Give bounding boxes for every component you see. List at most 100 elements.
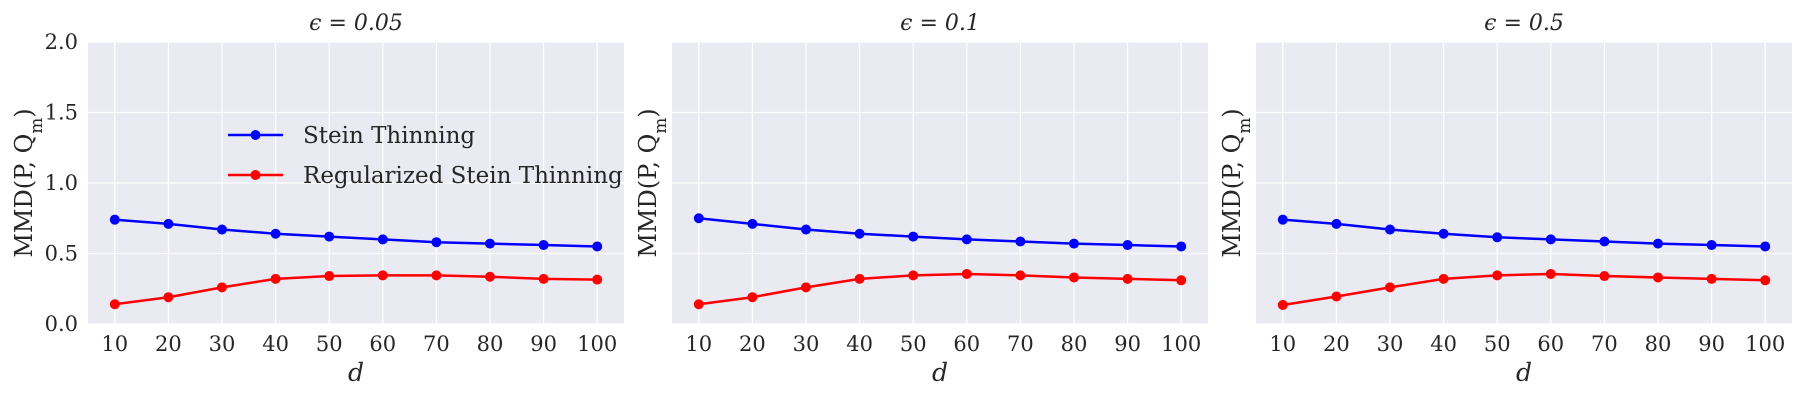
data-point — [1492, 270, 1503, 281]
data-point — [270, 273, 281, 284]
data-point — [1760, 275, 1771, 286]
panel-3: 10 20 30 40 50 60 70 80 90 100 ϵ = 0.5 d MMD(P, Qm) — [1218, 11, 1792, 387]
data-point — [1545, 234, 1556, 245]
data-point — [747, 218, 758, 229]
data-point — [485, 271, 495, 282]
legend-marker — [250, 130, 261, 140]
x-axis-label: d — [932, 358, 948, 387]
x-tick-label: 10 — [101, 332, 128, 356]
x-tick-label: 90 — [1698, 332, 1725, 356]
data-point — [1331, 218, 1342, 229]
data-point — [1492, 232, 1503, 243]
x-tick-label: 40 — [846, 332, 873, 356]
data-point — [908, 270, 919, 281]
data-point — [854, 228, 865, 239]
data-point — [693, 213, 704, 224]
series-stein-thinning — [1277, 214, 1771, 252]
x-tick-label: 80 — [1061, 332, 1088, 356]
data-point — [324, 231, 335, 242]
data-point — [1015, 236, 1026, 247]
y-tick-label: 1.0 — [45, 171, 78, 195]
data-point — [961, 268, 972, 279]
data-point — [854, 273, 865, 284]
y-axis-label: MMD(P, Qm) — [1218, 108, 1254, 257]
data-point — [801, 282, 811, 293]
data-point — [747, 292, 758, 303]
series-line — [114, 274, 598, 306]
series-regularized-stein-thinning — [109, 270, 603, 310]
x-axis-label: d — [1516, 358, 1532, 387]
data-point — [377, 234, 388, 245]
data-point — [1438, 228, 1449, 239]
x-tick-label: 30 — [793, 332, 820, 356]
data-point — [1331, 291, 1342, 302]
data-point — [961, 234, 972, 245]
x-tick-label: 100 — [1745, 332, 1785, 356]
panel-title: ϵ = 0.05 — [309, 11, 403, 36]
series-stein-thinning — [109, 214, 603, 252]
data-point — [324, 271, 335, 282]
data-point — [163, 218, 174, 229]
x-tick-label: 40 — [262, 332, 289, 356]
x-tick-label: 10 — [1269, 332, 1296, 356]
data-point — [270, 228, 281, 239]
data-point — [1599, 271, 1610, 282]
data-point — [1122, 273, 1133, 284]
x-tick-label: 70 — [423, 332, 450, 356]
y-axis-label: MMD(P, Qm) — [634, 108, 670, 257]
data-point — [217, 282, 227, 293]
data-point — [1545, 268, 1556, 279]
data-point — [1069, 238, 1079, 249]
x-tick-label: 70 — [1591, 332, 1618, 356]
x-tick-label: 50 — [900, 332, 927, 356]
series-line — [698, 217, 1182, 248]
data-point — [1385, 282, 1395, 293]
data-point — [1385, 224, 1395, 235]
legend-label: Stein Thinning — [303, 123, 475, 149]
x-tick-label: 80 — [477, 332, 504, 356]
x-tick-label: 60 — [369, 332, 396, 356]
x-tick-label: 90 — [530, 332, 557, 356]
panel-2: 10 20 30 40 50 60 70 80 90 100 ϵ = 0.1 d MMD(P, Qm) — [634, 11, 1208, 387]
data-point — [1706, 273, 1717, 284]
x-tick-label: 70 — [1007, 332, 1034, 356]
data-point — [1015, 270, 1026, 281]
x-tick-label: 60 — [953, 332, 980, 356]
data-point — [1653, 272, 1663, 283]
x-tick-label: 50 — [316, 332, 343, 356]
y-axis-label-group: MMD(P, Qm) — [10, 108, 46, 257]
data-point — [431, 237, 442, 248]
panel-title: ϵ = 0.5 — [1484, 11, 1564, 36]
data-point — [1277, 214, 1288, 225]
data-point — [1176, 275, 1187, 286]
x-tick-label: 90 — [1114, 332, 1141, 356]
y-tick-label: 1.5 — [45, 101, 78, 125]
x-tick-label: 40 — [1430, 332, 1457, 356]
series-line — [1282, 272, 1766, 307]
series-line — [1282, 218, 1766, 248]
data-point — [109, 214, 120, 225]
grid — [672, 41, 1208, 325]
data-point — [592, 274, 603, 285]
series-line — [698, 272, 1182, 306]
series-regularized-stein-thinning — [1277, 268, 1771, 310]
x-tick-label: 10 — [685, 332, 712, 356]
y-axis-label-group: MMD(P, Qm) — [1218, 108, 1254, 257]
data-point — [377, 270, 388, 281]
data-point — [431, 270, 442, 281]
x-tick-label: 100 — [1161, 332, 1201, 356]
panel-1: 10 20 30 40 50 60 70 80 90 100 0.0 0.5 1.0 1.5 2.0 ϵ = … — [10, 11, 624, 387]
data-point — [908, 231, 919, 242]
data-point — [217, 224, 227, 235]
data-point — [801, 224, 811, 235]
data-point — [1438, 273, 1449, 284]
x-tick-label: 20 — [739, 332, 766, 356]
series-line — [114, 218, 598, 248]
legend: Stein Thinning Regularized Stein Thinning — [228, 123, 623, 189]
data-point — [109, 299, 120, 310]
x-axis-label: d — [348, 358, 364, 387]
data-point — [163, 292, 174, 303]
y-tick-label: 2.0 — [45, 30, 78, 54]
x-tick-label: 20 — [1323, 332, 1350, 356]
